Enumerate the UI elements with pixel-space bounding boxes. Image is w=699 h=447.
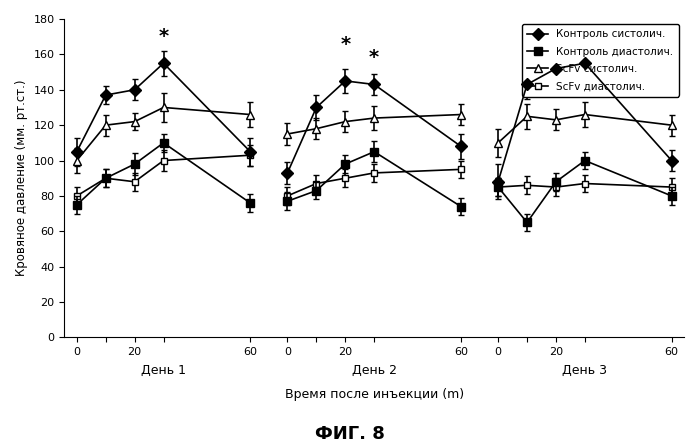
Text: *: * xyxy=(369,48,380,67)
Legend: Контроль систолич., Контроль диастолич., ScFv систолич., ScFv диастолич.: Контроль систолич., Контроль диастолич.,… xyxy=(522,24,679,97)
Text: *: * xyxy=(159,26,168,46)
Text: ФИГ. 8: ФИГ. 8 xyxy=(315,425,384,443)
Text: День 3: День 3 xyxy=(563,364,607,377)
Text: День 1: День 1 xyxy=(141,364,186,377)
Text: *: * xyxy=(340,35,350,55)
X-axis label: Время после инъекции (m): Время после инъекции (m) xyxy=(284,388,463,401)
Text: День 2: День 2 xyxy=(352,364,397,377)
Text: *: * xyxy=(592,30,603,49)
Text: *: * xyxy=(543,30,554,49)
Y-axis label: Кровяное давление (мм. рт.ст.): Кровяное давление (мм. рт.ст.) xyxy=(15,80,28,276)
